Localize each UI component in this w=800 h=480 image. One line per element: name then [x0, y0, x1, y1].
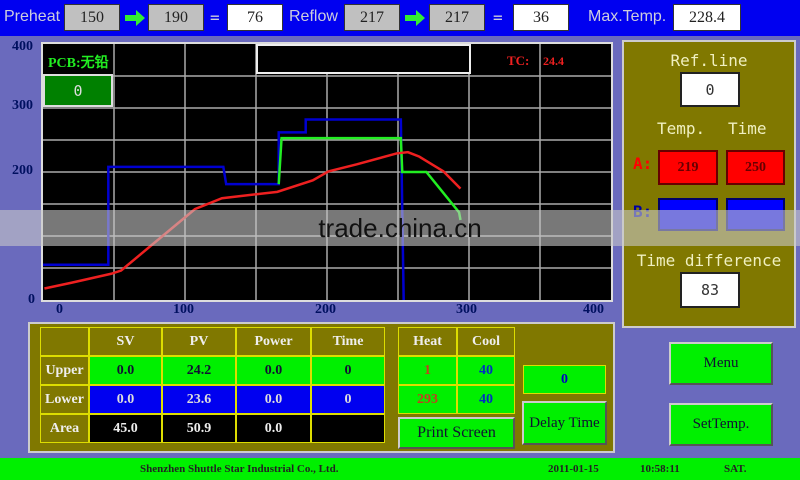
delay-value-display: 0 [523, 365, 606, 394]
max-temp-display: 228.4 [673, 4, 741, 31]
equals-sign: = [493, 8, 503, 27]
equals-sign: = [210, 8, 220, 27]
x-tick-label: 300 [456, 302, 477, 317]
a-temp-display: 219 [658, 150, 718, 185]
preheat-time-display: 76 [227, 4, 283, 31]
heat-cool-header: Cool [457, 327, 515, 356]
heat-value: 293 [398, 385, 457, 414]
table-cell: 0.0 [236, 414, 311, 443]
tc-label: TC: [507, 53, 530, 68]
series-line-2 [44, 150, 462, 290]
table-header: Time [311, 327, 385, 356]
x-tick-label: 100 [173, 302, 194, 317]
counter-display: 0 [43, 74, 113, 107]
x-tick-label: 0 [56, 302, 63, 317]
chart-title-box [256, 44, 471, 74]
cool-value: 40 [457, 356, 515, 385]
ref-line-input[interactable]: 0 [680, 72, 740, 107]
heat-cool-header: Heat [398, 327, 457, 356]
row-label: Upper [40, 356, 89, 385]
cool-value: 40 [457, 385, 515, 414]
x-tick-label: 200 [315, 302, 336, 317]
table-header [40, 327, 89, 356]
row-label: Area [40, 414, 89, 443]
ref-line-label: Ref.line [670, 51, 748, 70]
print-screen-button[interactable]: Print Screen [398, 417, 515, 449]
delay-time-button[interactable]: Delay Time [522, 401, 607, 445]
max-temp-label: Max.Temp. [588, 8, 667, 25]
set-temp-button[interactable]: SetTemp. [669, 403, 773, 446]
pcb-label: PCB:无铅 [48, 56, 109, 71]
table-cell: 0 [311, 356, 385, 385]
table-header: SV [89, 327, 162, 356]
time-header: Time [728, 119, 767, 138]
table-cell: 45.0 [89, 414, 162, 443]
preheat-to-field[interactable]: 190 [148, 4, 204, 31]
y-tick-label: 400 [12, 39, 33, 54]
table-cell: 24.2 [162, 356, 236, 385]
date-display: 2011-01-15 [548, 463, 599, 475]
y-tick-label: 300 [12, 98, 33, 113]
reference-panel: Ref.line 0 Temp. Time A: 219 250 B: Time… [622, 40, 796, 328]
reflow-label: Reflow [289, 8, 338, 25]
heat-value: 1 [398, 356, 457, 385]
temp-header: Temp. [657, 119, 706, 138]
preheat-label: Preheat [4, 8, 61, 25]
watermark: trade.china.cn [0, 210, 800, 246]
table-header: PV [162, 327, 236, 356]
y-tick-label: 200 [12, 163, 33, 178]
preheat-from-field[interactable]: 150 [64, 4, 120, 31]
time-display: 10:58:11 [640, 463, 680, 475]
table-cell: 0 [311, 385, 385, 414]
table-cell [311, 414, 385, 443]
temperature-profile-chart: PCB:无铅 0 TC: 24.4 [41, 42, 613, 302]
reflow-from-field[interactable]: 217 [344, 4, 400, 31]
tc-value: 24.4 [543, 54, 564, 68]
top-status-bar: Preheat 150 190 = 76 Reflow 217 217 = 36… [0, 0, 800, 36]
a-label: A: [633, 154, 653, 173]
reflow-to-field[interactable]: 217 [429, 4, 485, 31]
day-display: SAT. [724, 463, 747, 475]
company-name: Shenzhen Shuttle Star Industrial Co., Lt… [140, 463, 339, 475]
table-cell: 50.9 [162, 414, 236, 443]
footer-bar: Shenzhen Shuttle Star Industrial Co., Lt… [0, 458, 800, 480]
y-tick-label: 0 [28, 292, 35, 307]
table-header: Power [236, 327, 311, 356]
table-cell: 0.0 [236, 385, 311, 414]
right-arrow-icon [125, 10, 145, 26]
a-time-display: 250 [726, 150, 785, 185]
row-label: Lower [40, 385, 89, 414]
menu-button[interactable]: Menu [669, 342, 773, 385]
series-line-1 [277, 136, 462, 221]
right-arrow-icon [405, 10, 425, 26]
table-cell: 0.0 [89, 385, 162, 414]
time-difference-label: Time difference [636, 251, 782, 270]
chart-plot [43, 44, 611, 300]
table-cell: 0.0 [236, 356, 311, 385]
table-cell: 23.6 [162, 385, 236, 414]
x-tick-label: 400 [583, 302, 604, 317]
time-difference-display: 83 [680, 272, 740, 308]
table-cell: 0.0 [89, 356, 162, 385]
reflow-time-display: 36 [513, 4, 569, 31]
